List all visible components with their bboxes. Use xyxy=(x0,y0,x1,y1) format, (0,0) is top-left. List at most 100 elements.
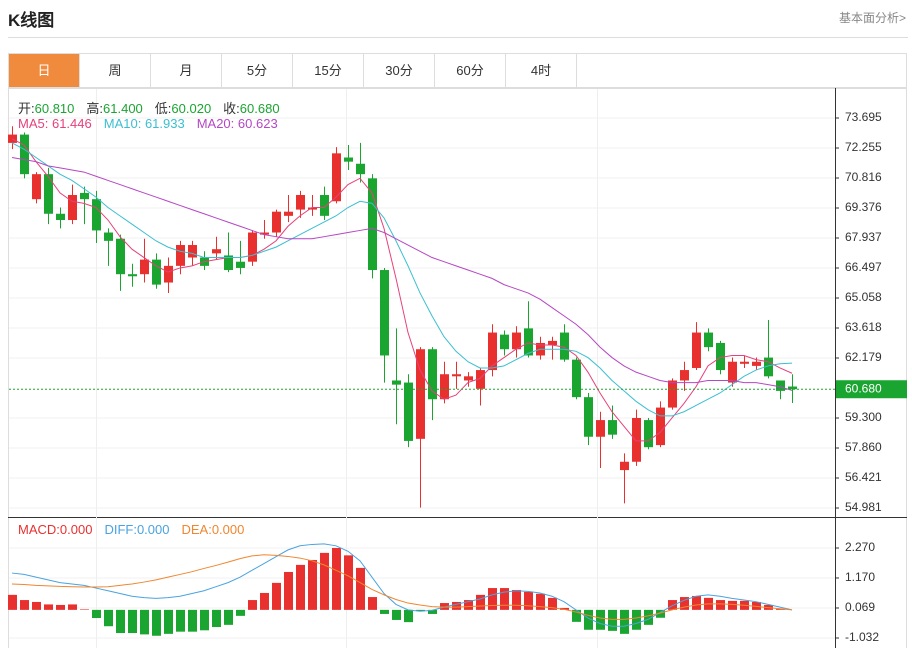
candle-body xyxy=(368,178,377,271)
y-tick-label: -1.032 xyxy=(845,630,879,644)
macd-bar xyxy=(248,600,257,610)
candle-body xyxy=(332,153,341,202)
candle-body xyxy=(104,232,113,241)
macd-bar xyxy=(260,592,269,610)
candle-body xyxy=(464,376,473,381)
y-tick-label: 0.069 xyxy=(845,600,875,614)
period-tab[interactable]: 周 xyxy=(80,54,151,87)
candle-body xyxy=(512,332,521,350)
legend-name: DEA: xyxy=(181,522,212,537)
macd-bar xyxy=(632,609,641,630)
period-tab[interactable]: 5分 xyxy=(222,54,293,87)
legend-name: DIFF: xyxy=(104,522,137,537)
macd-bar xyxy=(512,589,521,610)
y-tick-label: 57.860 xyxy=(845,440,882,454)
y-tick-label: 63.618 xyxy=(845,320,882,334)
macd-bar xyxy=(668,600,677,610)
candle-body xyxy=(560,332,569,360)
candle-body xyxy=(728,361,737,383)
y-tick-label: 70.816 xyxy=(845,170,882,184)
candle-body xyxy=(584,397,593,437)
period-tab[interactable]: 60分 xyxy=(435,54,506,87)
candle-body xyxy=(668,380,677,408)
candle-body xyxy=(704,332,713,348)
quote-legend: 开:60.810 高:61.400 低:60.020 收:60.680 xyxy=(18,98,292,117)
macd-bar xyxy=(392,609,401,620)
y-tick-label: 67.937 xyxy=(845,230,882,244)
macd-bar xyxy=(440,603,449,610)
y-tick-label: 69.376 xyxy=(845,200,882,214)
candle-body xyxy=(644,420,653,448)
macd-bar xyxy=(464,600,473,610)
macd-bar xyxy=(428,609,437,614)
macd-bar xyxy=(80,609,89,610)
quote-name: 高: xyxy=(86,101,104,116)
macd-bar xyxy=(44,604,53,610)
macd-bar xyxy=(272,582,281,610)
candle-body xyxy=(416,349,425,439)
quote-value: 60.680 xyxy=(239,101,280,116)
quote-item: 开:60.810 xyxy=(18,101,74,116)
candle-body xyxy=(68,195,77,221)
macd-bar xyxy=(164,609,173,634)
macd-bar xyxy=(212,609,221,628)
period-tabs: 日周月 5分 15分 30分 60分 4时 xyxy=(8,53,907,88)
candle-body xyxy=(20,134,29,175)
period-tab[interactable]: 日 xyxy=(9,54,80,87)
fundamental-link[interactable]: 基本面分析> xyxy=(838,11,906,25)
macd-bar xyxy=(32,601,41,610)
ma-line xyxy=(11,142,793,417)
candle-body xyxy=(548,340,557,346)
macd-bar xyxy=(380,609,389,614)
macd-bar xyxy=(416,609,425,611)
quote-item: 高:61.400 xyxy=(86,101,142,116)
y-tick-label: 73.695 xyxy=(845,110,882,124)
ma-legend: MA5: 61.446 MA10: 61.933 MA20: 60.623 xyxy=(18,116,290,131)
y-tick-label: 54.981 xyxy=(845,500,882,514)
macd-bar xyxy=(104,609,113,627)
macd-bar xyxy=(452,601,461,610)
macd-bar xyxy=(116,609,125,634)
macd-bar xyxy=(296,564,305,610)
legend-value: 61.446 xyxy=(51,116,92,131)
candle-body xyxy=(488,332,497,371)
candle-body xyxy=(212,249,221,254)
candle-body xyxy=(380,270,389,356)
macd-bar xyxy=(176,609,185,632)
y-tick-label: 72.255 xyxy=(845,140,882,154)
candle-body xyxy=(620,461,629,471)
period-tab[interactable]: 月 xyxy=(151,54,222,87)
candle-body xyxy=(752,361,761,366)
macd-bar xyxy=(572,609,581,622)
macd-bar xyxy=(548,597,557,610)
macd-bar xyxy=(224,609,233,625)
period-tab[interactable]: 15分 xyxy=(293,54,364,87)
candle-body xyxy=(32,174,41,200)
quote-name: 低: xyxy=(154,101,172,116)
candle-body xyxy=(164,265,173,283)
y-tick-label: 66.497 xyxy=(845,260,882,274)
macd-legend: MACD:0.000 DIFF:0.000 DEA:0.000 xyxy=(18,522,256,537)
period-tab[interactable]: 30分 xyxy=(364,54,435,87)
macd-bar xyxy=(332,547,341,610)
quote-item: 收:60.680 xyxy=(223,101,279,116)
candle-body xyxy=(452,374,461,377)
legend-value: 60.623 xyxy=(237,116,278,131)
candle-body xyxy=(692,332,701,368)
macd-bar xyxy=(596,609,605,630)
candle-body xyxy=(236,261,245,268)
candle-body xyxy=(428,349,437,400)
candle-body xyxy=(716,342,725,371)
candle-body xyxy=(56,213,65,221)
quote-value: 61.400 xyxy=(103,101,143,116)
macd-bar xyxy=(188,609,197,632)
macd-bar xyxy=(356,567,365,610)
period-tab[interactable]: 4时 xyxy=(506,54,577,87)
header-rule xyxy=(8,37,908,38)
ma-line xyxy=(11,138,793,442)
macd-bar xyxy=(692,595,701,610)
macd-bar xyxy=(236,609,245,616)
macd-bar xyxy=(200,609,209,631)
legend-name: MACD: xyxy=(18,522,60,537)
macd-bar xyxy=(368,597,377,610)
